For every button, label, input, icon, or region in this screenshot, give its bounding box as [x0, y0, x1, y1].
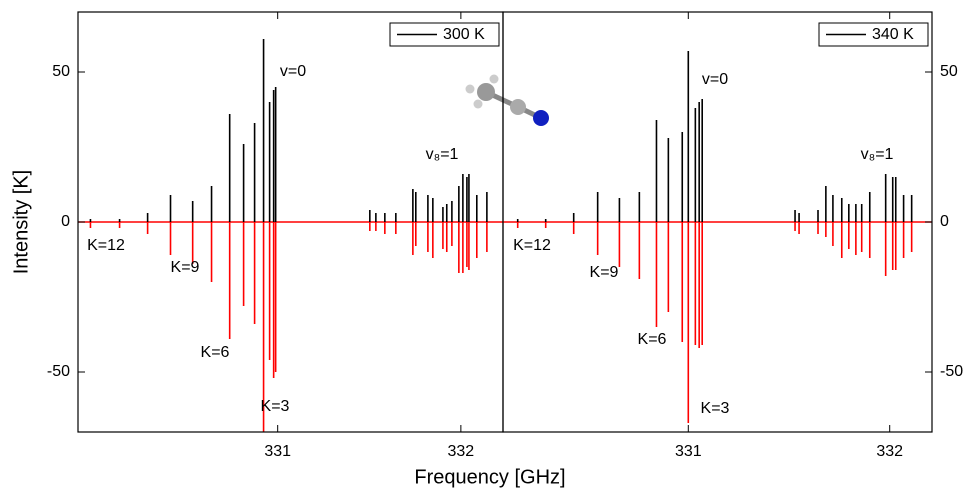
y-tick-label: 50: [52, 63, 70, 80]
y-tick-label: 0: [940, 213, 949, 230]
annotation: K=6: [201, 344, 230, 361]
x-tick-label: 332: [876, 443, 903, 460]
legend-box: [818, 22, 929, 47]
x-tick-label: 331: [675, 443, 702, 460]
legend-label: 340 K: [872, 26, 914, 43]
y-axis-label: Intensity [K]: [10, 170, 32, 275]
annotation: v=0: [702, 71, 728, 88]
annotation: K=12: [513, 237, 551, 254]
annotation: K=3: [701, 400, 730, 417]
y-tick-label: 0: [61, 213, 70, 230]
annotation: K=9: [171, 259, 200, 276]
annotation: K=9: [590, 264, 619, 281]
annotation: K=12: [87, 237, 125, 254]
annotation: v₈=1: [861, 146, 894, 163]
y-tick-label: -50: [47, 363, 70, 380]
annotation: K=6: [638, 331, 667, 348]
legend-box: [389, 22, 500, 47]
y-tick-label: 50: [940, 63, 958, 80]
x-axis-label: Frequency [GHz]: [414, 466, 565, 488]
y-tick-label: -50: [940, 363, 963, 380]
legend-label: 300 K: [443, 26, 485, 43]
molecule-icon: [465, 74, 549, 126]
x-tick-label: 331: [264, 443, 291, 460]
annotation: K=3: [261, 398, 290, 415]
annotation: v₈=1: [426, 146, 459, 163]
x-tick-label: 332: [448, 443, 475, 460]
annotation: v=0: [280, 63, 306, 80]
